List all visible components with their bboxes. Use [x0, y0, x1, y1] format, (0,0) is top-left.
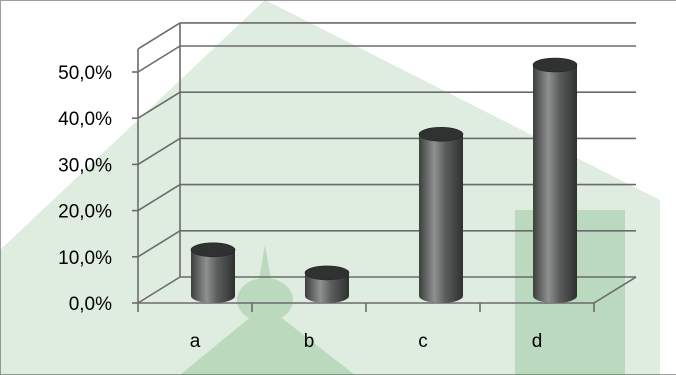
bar-body	[533, 65, 577, 303]
bar-top	[418, 127, 464, 142]
chart-bars	[190, 57, 578, 303]
gridline-side	[137, 137, 181, 166]
bar-body	[305, 272, 349, 303]
gridline-side	[137, 183, 181, 212]
x-category-label: d	[532, 331, 543, 352]
bar-c	[418, 127, 464, 303]
y-tick-label: 40,0%	[58, 109, 112, 130]
bar-body	[191, 249, 235, 303]
y-tick-label: 30,0%	[58, 155, 112, 176]
floor-right-edge	[593, 276, 637, 304]
bar-body	[419, 134, 463, 303]
gridline-side	[137, 91, 181, 119]
bar-top	[190, 242, 236, 258]
y-tick-label: 10,0%	[58, 248, 112, 269]
x-category-label: c	[418, 331, 428, 352]
y-tick-label: 20,0%	[58, 202, 112, 223]
y-tick-label: 50,0%	[58, 63, 112, 84]
gridline-side	[137, 276, 181, 304]
x-category-label: a	[190, 331, 201, 352]
y-tick-label: 0,0%	[69, 294, 112, 315]
gridline-side	[137, 22, 181, 50]
gridline-side	[137, 45, 181, 73]
watermark	[0, 0, 660, 375]
bar-top	[532, 57, 578, 73]
bar-d	[532, 57, 578, 303]
bar-a	[190, 242, 236, 303]
bar-b	[304, 265, 350, 303]
bar-top	[304, 265, 350, 281]
x-category-label: b	[304, 331, 315, 352]
gridline-side	[137, 230, 181, 258]
chart-axes	[132, 22, 637, 312]
chart-labels: 0,0% 10,0% 20,0% 30,0% 40,0% 50,0% a b c d	[58, 63, 542, 352]
